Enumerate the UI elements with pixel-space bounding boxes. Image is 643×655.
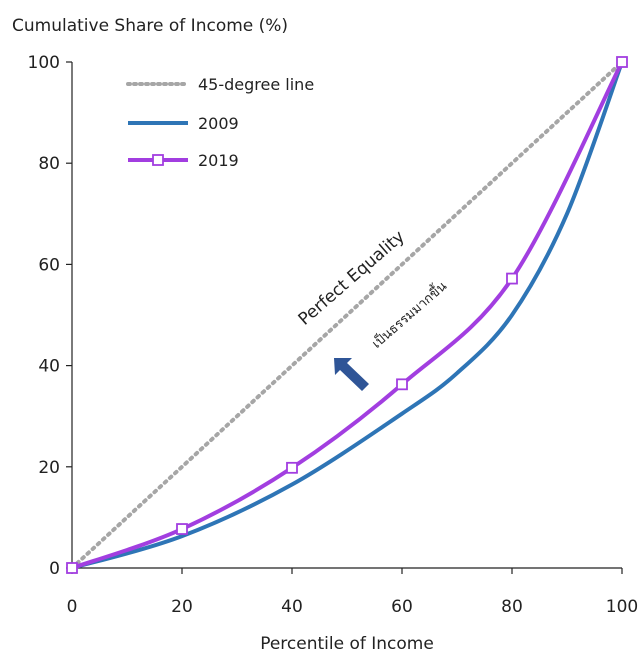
x-tick-label: 100 — [606, 597, 638, 617]
y-tick-label: 100 — [28, 53, 60, 73]
data-point-2019 — [506, 272, 518, 285]
legend-label-2019: 2019 — [198, 151, 239, 170]
y-tick-label: 20 — [38, 458, 60, 478]
y-tick-label: 40 — [38, 357, 60, 377]
x-tick-label: 60 — [391, 597, 413, 617]
series-layer — [66, 56, 628, 574]
series-line-45-degree-line — [70, 60, 624, 570]
data-point-2019 — [616, 56, 628, 68]
y-tick-group: 0 20 40 60 80 100 — [28, 53, 72, 579]
more-equal-annotation: เป็นธรรมมากขึ้น — [368, 277, 451, 352]
x-tick-label: 0 — [67, 597, 78, 617]
data-point-2019 — [396, 378, 408, 391]
legend: 45-degree line 2009 2019 — [126, 75, 314, 170]
x-tick-label: 40 — [281, 597, 303, 617]
legend-marker-2019 — [152, 154, 164, 166]
x-axis-label: Percentile of Income — [260, 634, 434, 654]
y-tick-label: 80 — [38, 154, 60, 174]
perfect-equality-annotation: Perfect Equality — [295, 227, 409, 330]
legend-label-2009: 2009 — [198, 114, 239, 133]
x-tick-label: 20 — [171, 597, 193, 617]
y-axis-label: Cumulative Share of Income (%) — [12, 16, 288, 36]
x-tick-label: 80 — [501, 597, 523, 617]
series-line-2009 — [70, 60, 624, 570]
data-point-2019 — [286, 461, 298, 474]
arrow-icon — [334, 358, 369, 391]
y-tick-label: 0 — [49, 559, 60, 579]
x-tick-group: 0 20 40 60 80 100 — [67, 568, 638, 617]
legend-label-45-degree: 45-degree line — [198, 75, 314, 94]
data-point-2019 — [66, 562, 78, 574]
y-tick-label: 60 — [38, 255, 60, 275]
data-point-2019 — [176, 523, 188, 535]
